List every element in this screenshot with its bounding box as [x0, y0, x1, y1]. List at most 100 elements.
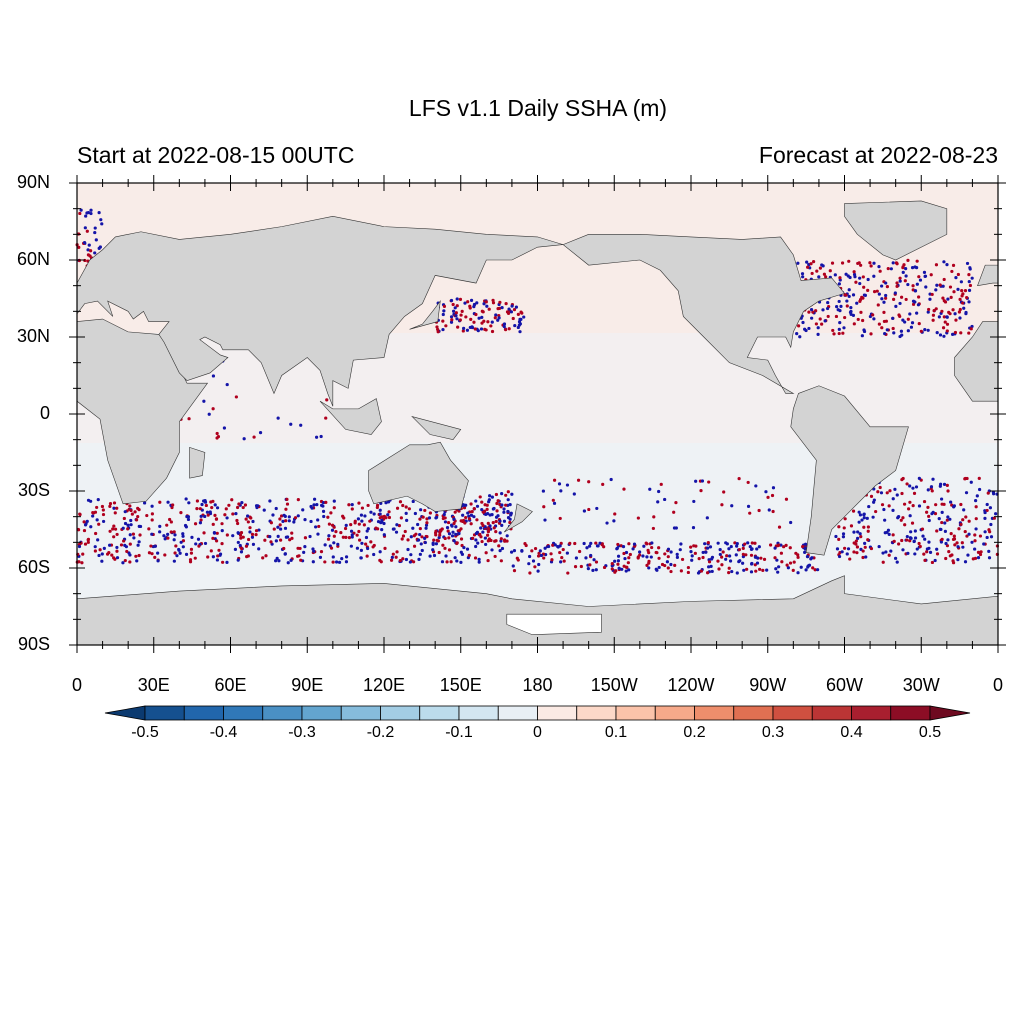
obs-dot	[451, 530, 455, 534]
obs-dot	[849, 305, 853, 310]
obs-dot	[455, 297, 459, 301]
obs-dot	[491, 507, 495, 511]
obs-dot	[894, 304, 898, 308]
obs-dot	[344, 523, 348, 528]
obs-dot	[502, 510, 506, 514]
obs-dot	[83, 542, 88, 546]
obs-dot	[917, 275, 921, 279]
obs-dot	[485, 304, 489, 308]
obs-dot	[283, 514, 287, 518]
obs-dot	[211, 522, 215, 526]
colorbar-box	[301, 705, 342, 721]
obs-dot	[801, 275, 805, 279]
obs-dot	[848, 557, 852, 561]
obs-dot	[466, 511, 470, 515]
obs-dot	[536, 569, 540, 573]
obs-dot	[720, 503, 724, 507]
obs-dot	[834, 534, 838, 539]
obs-dot	[246, 537, 251, 542]
obs-dot	[454, 525, 458, 529]
obs-dot	[982, 542, 986, 546]
obs-dot	[663, 497, 667, 502]
obs-dot	[491, 298, 495, 302]
obs-dot	[898, 279, 902, 283]
obs-dot	[803, 550, 807, 554]
obs-dot	[958, 307, 962, 312]
obs-dot	[508, 503, 512, 507]
obs-dot	[244, 544, 249, 548]
obs-dot	[792, 560, 796, 564]
obs-dot	[744, 553, 748, 557]
colorbar-box	[890, 705, 931, 721]
obs-dot	[234, 512, 238, 516]
obs-dot	[391, 552, 395, 556]
obs-dot	[669, 562, 673, 567]
obs-dot	[710, 569, 714, 574]
lon-tick-label: 180	[522, 675, 552, 695]
obs-dot	[220, 542, 224, 546]
obs-dot	[928, 297, 932, 301]
obs-dot	[596, 544, 600, 548]
obs-dot	[456, 325, 460, 329]
obs-dot	[123, 558, 127, 563]
obs-dot	[77, 245, 81, 249]
obs-dot	[727, 571, 731, 575]
obs-dot	[862, 328, 866, 332]
obs-dot	[891, 261, 895, 265]
obs-dot	[452, 309, 456, 313]
obs-dot	[357, 501, 361, 505]
obs-dot	[184, 497, 188, 501]
obs-dot	[475, 504, 480, 508]
obs-dot	[85, 519, 89, 523]
obs-dot	[880, 297, 884, 301]
obs-dot	[366, 527, 370, 531]
obs-dot	[431, 542, 435, 547]
obs-dot	[908, 312, 912, 316]
obs-dot	[847, 288, 851, 292]
obs-dot	[215, 436, 219, 440]
obs-dot	[187, 501, 191, 505]
obs-dot	[762, 557, 767, 561]
obs-dot	[826, 306, 830, 311]
obs-dot	[312, 549, 316, 553]
land	[76, 216, 564, 407]
obs-dot	[925, 510, 929, 514]
obs-dot	[549, 552, 553, 556]
obs-dot	[324, 416, 328, 420]
obs-dot	[447, 548, 452, 552]
obs-dot	[945, 262, 949, 267]
colorbar-label: 0.5	[919, 724, 941, 741]
obs-dot	[473, 556, 478, 560]
obs-dot	[843, 546, 847, 550]
obs-dot	[876, 490, 880, 494]
obs-dot	[189, 551, 194, 555]
obs-dot	[500, 503, 504, 507]
obs-dot	[194, 542, 198, 546]
obs-dot	[528, 554, 532, 559]
obs-dot	[235, 505, 240, 510]
obs-dot	[871, 515, 875, 519]
obs-dot	[816, 326, 820, 330]
obs-dot	[910, 321, 915, 325]
obs-dot	[477, 560, 481, 564]
obs-dot	[795, 332, 799, 336]
obs-dot	[927, 514, 931, 518]
obs-dot	[482, 302, 486, 306]
obs-dot	[108, 501, 113, 506]
obs-dot	[495, 509, 499, 513]
obs-dot	[112, 524, 116, 528]
obs-dot	[735, 571, 739, 575]
obs-dot	[901, 516, 905, 520]
obs-dot	[552, 501, 557, 505]
lon-tick-label: 30W	[903, 675, 940, 695]
obs-dot	[461, 329, 465, 333]
lat-tick-label: 60S	[18, 557, 50, 577]
obs-dot	[390, 555, 394, 560]
obs-dot	[718, 552, 722, 557]
land	[954, 321, 999, 402]
obs-dot	[809, 557, 813, 561]
obs-dot	[909, 325, 914, 329]
obs-dot	[949, 295, 953, 299]
obs-dot	[748, 511, 752, 515]
obs-dot	[507, 307, 511, 311]
